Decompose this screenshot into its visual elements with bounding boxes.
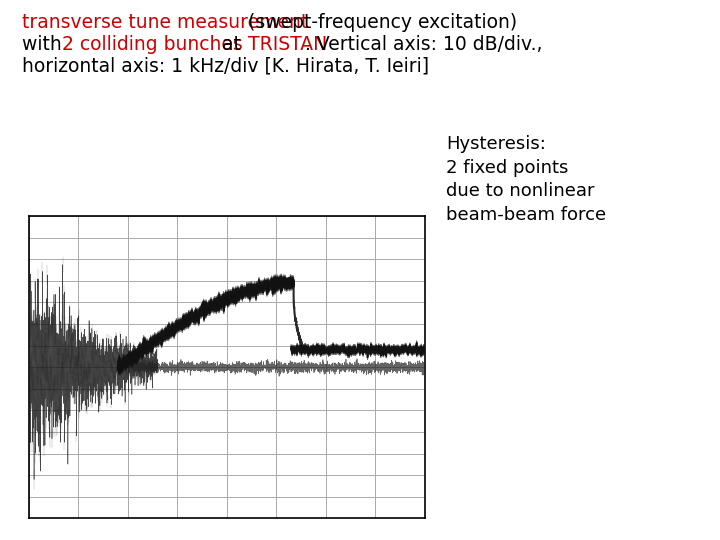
Text: with: with [22, 35, 68, 54]
Text: Hysteresis:
2 fixed points
due to nonlinear
beam-beam force: Hysteresis: 2 fixed points due to nonlin… [446, 135, 606, 224]
Text: at: at [216, 35, 247, 54]
Text: (swept-frequency excitation): (swept-frequency excitation) [248, 14, 518, 32]
Text: 2 colliding bunches: 2 colliding bunches [62, 35, 243, 54]
Text: transverse tune measurement: transverse tune measurement [22, 14, 314, 32]
Text: horizontal axis: 1 kHz/div [K. Hirata, T. Ieiri]: horizontal axis: 1 kHz/div [K. Hirata, T… [22, 57, 428, 76]
Text: TRISTAN: TRISTAN [248, 35, 328, 54]
Text: . Vertical axis: 10 dB/div.,: . Vertical axis: 10 dB/div., [305, 35, 543, 54]
